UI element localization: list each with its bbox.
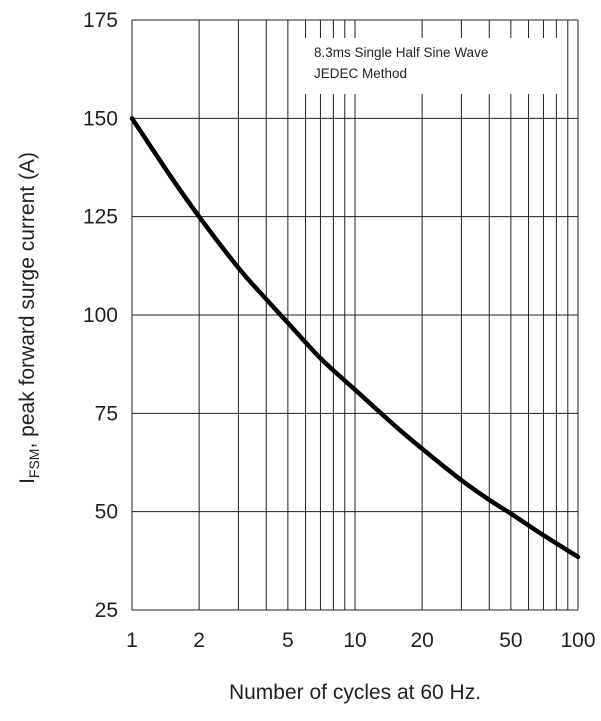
y-tick-label: 125 — [83, 206, 118, 229]
annotation: 8.3ms Single Half Sine Wave JEDEC Method — [314, 45, 488, 81]
series-layer — [129, 116, 581, 560]
x-axis-title: Number of cycles at 60 Hz. — [229, 681, 481, 704]
y-tick-label: 150 — [83, 107, 118, 130]
x-tick-label: 50 — [499, 629, 522, 652]
y-axis-title-subscript: FSM — [26, 449, 42, 479]
y-axis-title-suffix: , peak forward surge current (A) — [16, 152, 39, 448]
gridlines — [131, 19, 579, 611]
annotation-line: 8.3ms Single Half Sine Wave — [314, 45, 488, 60]
annotation-box — [304, 38, 560, 94]
y-tick-label: 25 — [95, 599, 118, 622]
x-tick-labels: 1 2 5 10 20 50 100 — [126, 629, 595, 652]
y-tick-label: 100 — [83, 304, 118, 327]
x-tick-label: 100 — [560, 629, 595, 652]
x-tick-label: 2 — [193, 629, 205, 652]
annotation-line: JEDEC Method — [314, 66, 407, 81]
y-tick-labels: 25 50 75 100 125 150 175 — [83, 9, 118, 622]
x-tick-label: 20 — [410, 629, 433, 652]
x-tick-label: 10 — [343, 629, 366, 652]
x-tick-label: 5 — [282, 629, 294, 652]
series-line — [129, 116, 581, 560]
y-tick-label: 75 — [95, 402, 118, 425]
y-tick-label: 175 — [83, 9, 118, 32]
y-axis-title: IFSM, peak forward surge current (A) — [16, 152, 42, 484]
x-tick-label: 1 — [126, 629, 138, 652]
y-axis-title-prefix: I — [16, 478, 39, 484]
y-tick-label: 50 — [95, 501, 118, 524]
